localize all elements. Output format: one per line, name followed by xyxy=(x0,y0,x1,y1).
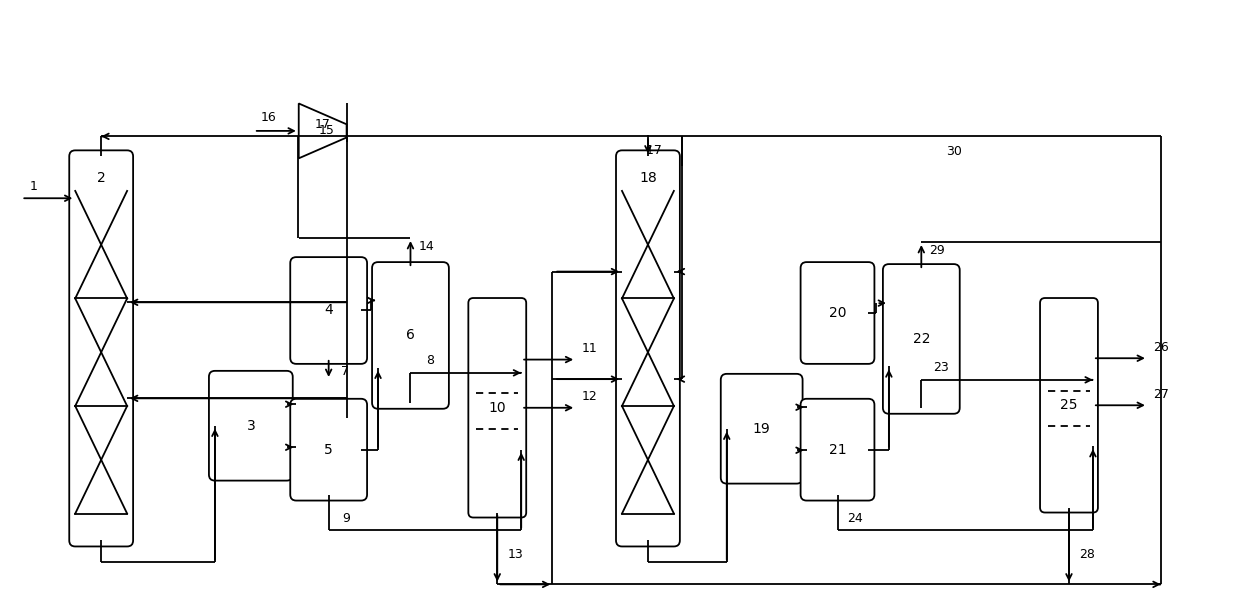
Text: 11: 11 xyxy=(581,342,597,355)
Text: 23: 23 xyxy=(933,361,949,375)
Text: 30: 30 xyxy=(947,145,963,158)
Text: 3: 3 xyxy=(247,419,255,433)
Polygon shape xyxy=(299,104,347,158)
FancyBboxPatch shape xyxy=(372,262,449,409)
Text: 13: 13 xyxy=(507,548,523,561)
Text: 7: 7 xyxy=(341,365,348,378)
Text: 21: 21 xyxy=(829,443,846,457)
Text: 22: 22 xyxy=(913,332,930,346)
FancyBboxPatch shape xyxy=(69,150,133,546)
Text: 5: 5 xyxy=(325,443,333,457)
FancyBboxPatch shape xyxy=(800,399,875,501)
Text: 17: 17 xyxy=(315,118,331,131)
Text: 18: 18 xyxy=(639,171,657,185)
Text: 6: 6 xyxy=(406,329,415,343)
Text: 12: 12 xyxy=(581,390,597,403)
FancyBboxPatch shape xyxy=(290,399,367,501)
FancyBboxPatch shape xyxy=(1040,298,1098,512)
Text: 2: 2 xyxy=(97,171,105,185)
Text: 16: 16 xyxy=(261,112,276,124)
Text: 17: 17 xyxy=(646,144,665,157)
FancyBboxPatch shape xyxy=(468,298,527,517)
Text: 28: 28 xyxy=(1079,548,1095,561)
Text: 25: 25 xyxy=(1061,398,1078,413)
Text: 19: 19 xyxy=(753,422,771,436)
Text: 14: 14 xyxy=(419,240,435,253)
FancyBboxPatch shape xyxy=(616,150,680,546)
Text: 26: 26 xyxy=(1154,341,1168,354)
Text: 24: 24 xyxy=(847,512,864,525)
Text: 29: 29 xyxy=(929,243,945,257)
Text: 15: 15 xyxy=(318,124,335,137)
Text: 9: 9 xyxy=(343,512,351,525)
FancyBboxPatch shape xyxy=(209,371,292,481)
Text: 27: 27 xyxy=(1152,388,1168,401)
FancyBboxPatch shape xyxy=(290,257,367,364)
FancyBboxPatch shape xyxy=(800,262,875,364)
Text: 1: 1 xyxy=(30,180,37,192)
FancyBboxPatch shape xyxy=(721,374,803,484)
Text: 4: 4 xyxy=(325,303,333,318)
Text: 10: 10 xyxy=(488,401,506,415)
Text: 20: 20 xyxy=(829,306,846,320)
FancyBboxPatch shape xyxy=(883,264,960,414)
Text: 8: 8 xyxy=(426,354,435,367)
